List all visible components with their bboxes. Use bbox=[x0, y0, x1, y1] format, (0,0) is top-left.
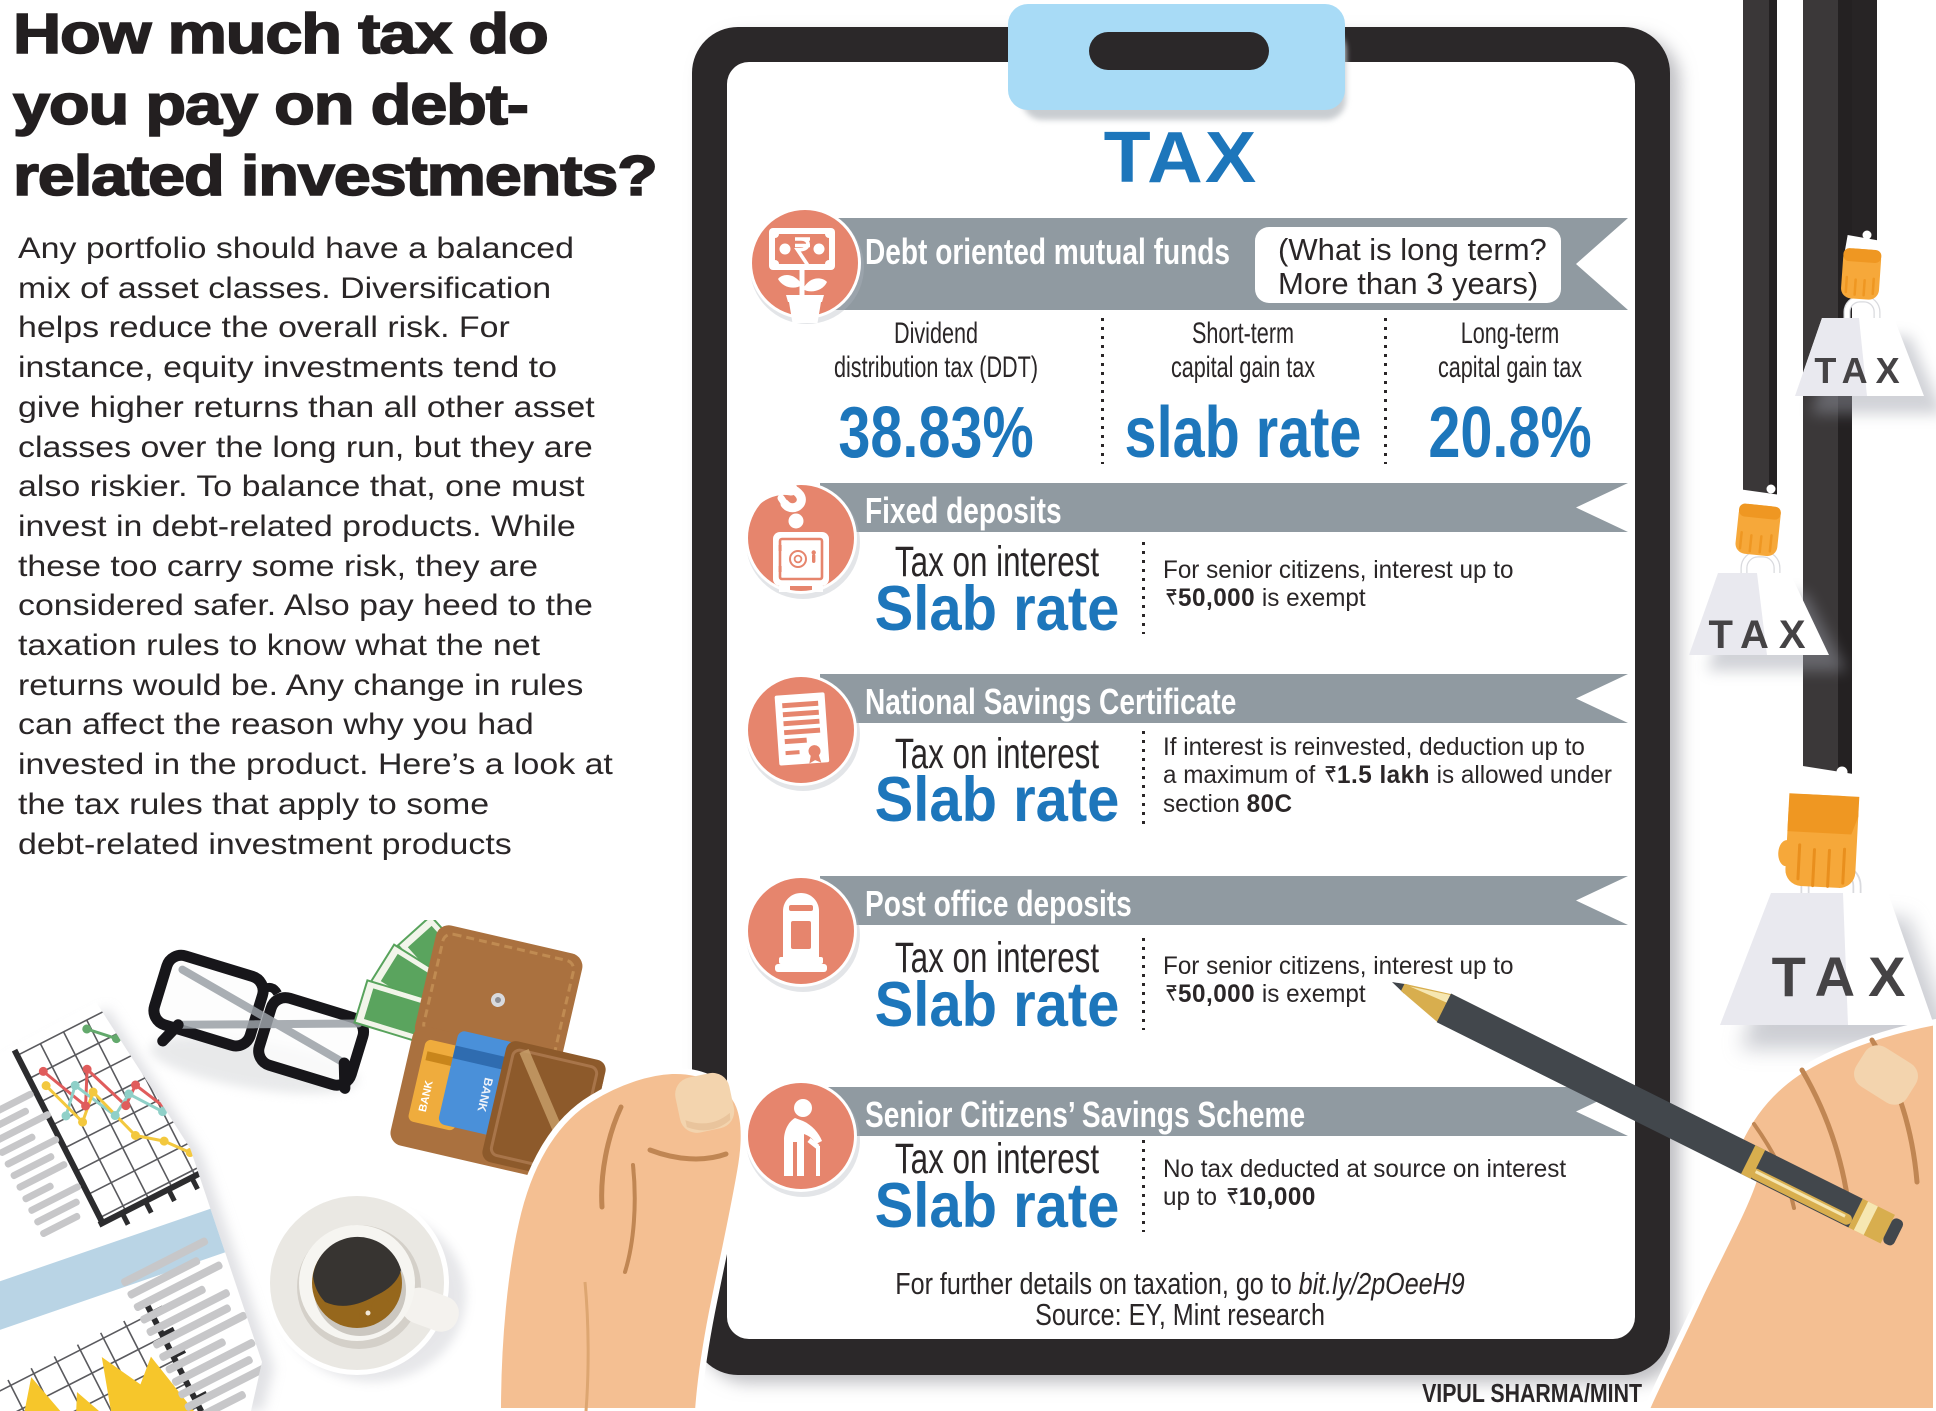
svg-text:TAX: TAX bbox=[1814, 350, 1907, 391]
svg-text:TAX: TAX bbox=[1708, 613, 1815, 657]
svg-text:TAX: TAX bbox=[1772, 945, 1919, 1008]
